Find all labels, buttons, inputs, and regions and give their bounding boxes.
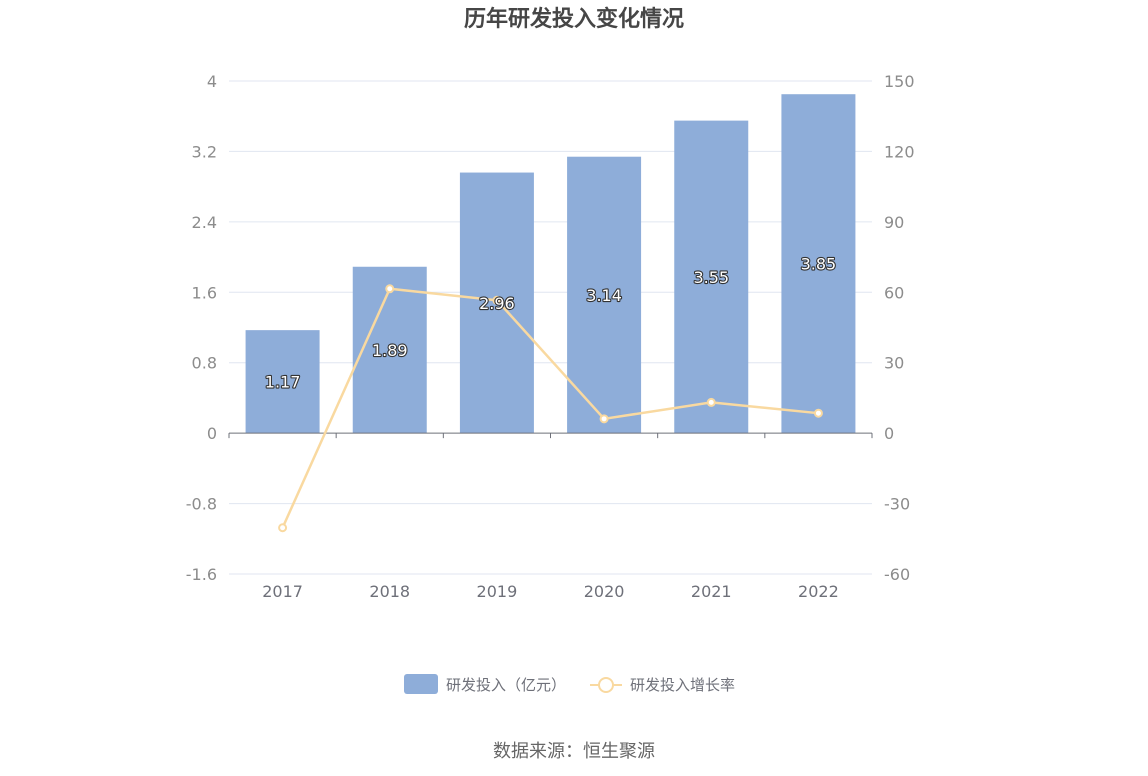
right-tick-label: -60 bbox=[884, 565, 910, 584]
line-point bbox=[813, 408, 823, 418]
right-tick-label: 60 bbox=[884, 283, 904, 302]
bar-series bbox=[245, 94, 856, 434]
legend-item-line[interactable]: 研发投入增长率 bbox=[590, 676, 735, 694]
left-tick-label: 0 bbox=[207, 424, 217, 443]
left-tick-label: 4 bbox=[207, 72, 217, 91]
right-axis-ticks: 150 120 90 60 30 0 -30 -60 bbox=[884, 72, 915, 584]
x-tick-label: 2017 bbox=[262, 582, 303, 601]
bar bbox=[245, 330, 320, 434]
line-point bbox=[492, 295, 502, 305]
right-tick-label: 30 bbox=[884, 354, 904, 373]
legend: 研发投入（亿元） 研发投入增长率 bbox=[404, 674, 735, 694]
bar-data-label: 1.89 bbox=[372, 341, 408, 360]
bar-data-label: 3.14 bbox=[586, 286, 622, 305]
bar-data-label: 2.96 bbox=[479, 294, 515, 313]
left-tick-label: -0.8 bbox=[186, 495, 217, 514]
x-tick-label: 2022 bbox=[798, 582, 839, 601]
line-point bbox=[599, 414, 609, 424]
legend-item-bar[interactable]: 研发投入（亿元） bbox=[404, 674, 566, 694]
left-tick-label: 2.4 bbox=[192, 213, 217, 232]
x-tick-label: 2019 bbox=[477, 582, 518, 601]
left-axis-ticks: 4 3.2 2.4 1.6 0.8 0 -0.8 -1.6 bbox=[186, 72, 217, 584]
left-tick-label: 1.6 bbox=[192, 283, 217, 302]
legend-bar-swatch bbox=[404, 674, 438, 694]
bar-data-label: 1.17 bbox=[265, 373, 301, 392]
source-text: 数据来源：恒生聚源 bbox=[493, 741, 655, 762]
legend-line-marker bbox=[598, 677, 614, 693]
right-tick-label: 120 bbox=[884, 142, 915, 161]
x-tick-label: 2021 bbox=[691, 582, 732, 601]
line-point bbox=[278, 523, 288, 533]
left-tick-label: 3.2 bbox=[192, 142, 217, 161]
bar bbox=[352, 266, 427, 434]
legend-bar-label: 研发投入（亿元） bbox=[446, 676, 566, 694]
legend-line-label: 研发投入增长率 bbox=[630, 676, 735, 694]
bar bbox=[567, 156, 642, 434]
right-tick-label: 90 bbox=[884, 213, 904, 232]
bar-data-label: 3.55 bbox=[693, 268, 729, 287]
right-tick-label: -30 bbox=[884, 495, 910, 514]
bar bbox=[781, 94, 856, 434]
chart-title: 历年研发投入变化情况 bbox=[464, 6, 684, 32]
left-tick-label: -1.6 bbox=[186, 565, 217, 584]
left-tick-label: 0.8 bbox=[192, 354, 217, 373]
right-tick-label: 150 bbox=[884, 72, 915, 91]
line-series bbox=[278, 284, 823, 533]
right-tick-label: 0 bbox=[884, 424, 894, 443]
x-axis: 2017 2018 2019 2020 2021 2022 bbox=[228, 432, 873, 601]
growth-line bbox=[281, 287, 819, 529]
x-tick-label: 2020 bbox=[584, 582, 625, 601]
grid-lines bbox=[229, 80, 872, 575]
line-point bbox=[706, 397, 716, 407]
line-point bbox=[385, 284, 395, 294]
bar-data-label: 3.85 bbox=[801, 255, 837, 274]
bar bbox=[674, 120, 749, 434]
bar-data-labels: 1.17 1.89 2.96 3.14 3.55 3.85 bbox=[264, 254, 838, 393]
x-tick-label: 2018 bbox=[369, 582, 410, 601]
